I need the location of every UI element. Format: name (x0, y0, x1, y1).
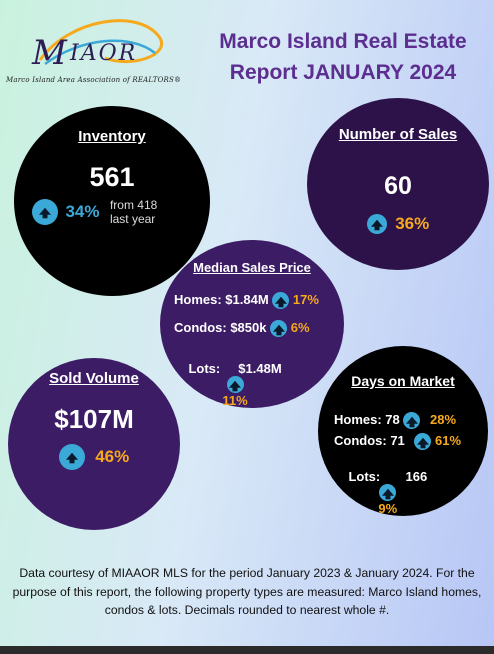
volume-value: $107M (54, 404, 134, 434)
sales-change-group: 36% (307, 214, 489, 234)
up-arrow-icon (58, 444, 85, 470)
data-source-note: Data courtesy of MIAAOR MLS for the peri… (12, 566, 482, 617)
up-arrow-icon (226, 376, 244, 394)
inventory-last-year: last year (109, 212, 156, 226)
median-row-condos: Condos: $850k 6% (174, 320, 310, 338)
median-condos-label: Condos: $850k (174, 320, 267, 335)
dom-condos-change: 61% (435, 433, 462, 448)
title-line-2: Report JANUARY 2024 (229, 61, 457, 84)
up-arrow-icon (272, 292, 290, 310)
inventory-change: 34% (65, 202, 100, 221)
svg-text:IAOR: IAOR (69, 41, 137, 66)
dom-homes-change: 28% (430, 412, 457, 427)
median-lots-label: Lots: $1.48M (188, 361, 282, 376)
inventory-heading: Inventory (78, 128, 146, 145)
dom-heading: Days on Market (351, 373, 455, 389)
dom-lots-change: 9% (378, 501, 398, 517)
volume-change: 46% (95, 447, 130, 466)
up-arrow-icon (32, 199, 58, 225)
miaor-logo: M IAOR (10, 8, 200, 88)
days-on-market-circle: Days on Market Homes: 78 28% Condos: 71 … (318, 346, 488, 516)
inventory-change-group: 34% from 418 last year (32, 198, 202, 226)
svg-text:M: M (31, 33, 68, 73)
up-arrow-icon (270, 320, 288, 338)
median-homes-change: 17% (292, 292, 319, 307)
median-heading: Median Sales Price (193, 260, 311, 275)
median-row-lots: Lots: $1.48M 11% (174, 346, 282, 423)
median-condos-change: 6% (290, 320, 310, 335)
volume-heading: Sold Volume (49, 370, 139, 387)
sales-heading: Number of Sales (338, 126, 458, 143)
dom-homes-label: Homes: 78 (334, 412, 400, 427)
sales-value: 60 (384, 172, 412, 200)
inventory-from: from 418 (109, 198, 158, 212)
up-arrow-icon (379, 484, 397, 502)
up-arrow-icon (414, 433, 432, 451)
bottom-bar (0, 646, 494, 654)
volume-change-group: 46% (8, 444, 180, 470)
dom-row-lots: Lots: 166 9% (334, 454, 427, 531)
up-arrow-icon (403, 412, 421, 430)
inventory-value: 561 (89, 162, 135, 192)
logo-tagline: Marco Island Area Association of REALTOR… (6, 76, 182, 84)
dom-row-homes: Homes: 78 28% (334, 412, 457, 430)
sales-circle: Number of Sales 60 36% (307, 98, 489, 270)
up-arrow-icon (366, 214, 387, 234)
page-title: Marco Island Real Estate Report JANUARY … (198, 26, 488, 88)
sold-volume-circle: Sold Volume $107M 46% (8, 358, 180, 530)
median-homes-label: Homes: $1.84M (174, 292, 269, 307)
median-price-circle: Median Sales Price Homes: $1.84M 17% Con… (160, 240, 344, 408)
median-lots-change: 11% (222, 393, 248, 409)
sales-change: 36% (395, 214, 430, 233)
dom-row-condos: Condos: 71 61% (334, 433, 462, 451)
dom-lots-label: Lots: 166 (348, 469, 428, 484)
dom-condos-label: Condos: 71 (334, 433, 405, 448)
title-line-1: Marco Island Real Estate (219, 30, 467, 53)
median-row-homes: Homes: $1.84M 17% (174, 292, 319, 310)
inventory-comparison: from 418 last year (110, 198, 157, 226)
inventory-circle: Inventory 561 34% from 418 last year (14, 106, 210, 296)
